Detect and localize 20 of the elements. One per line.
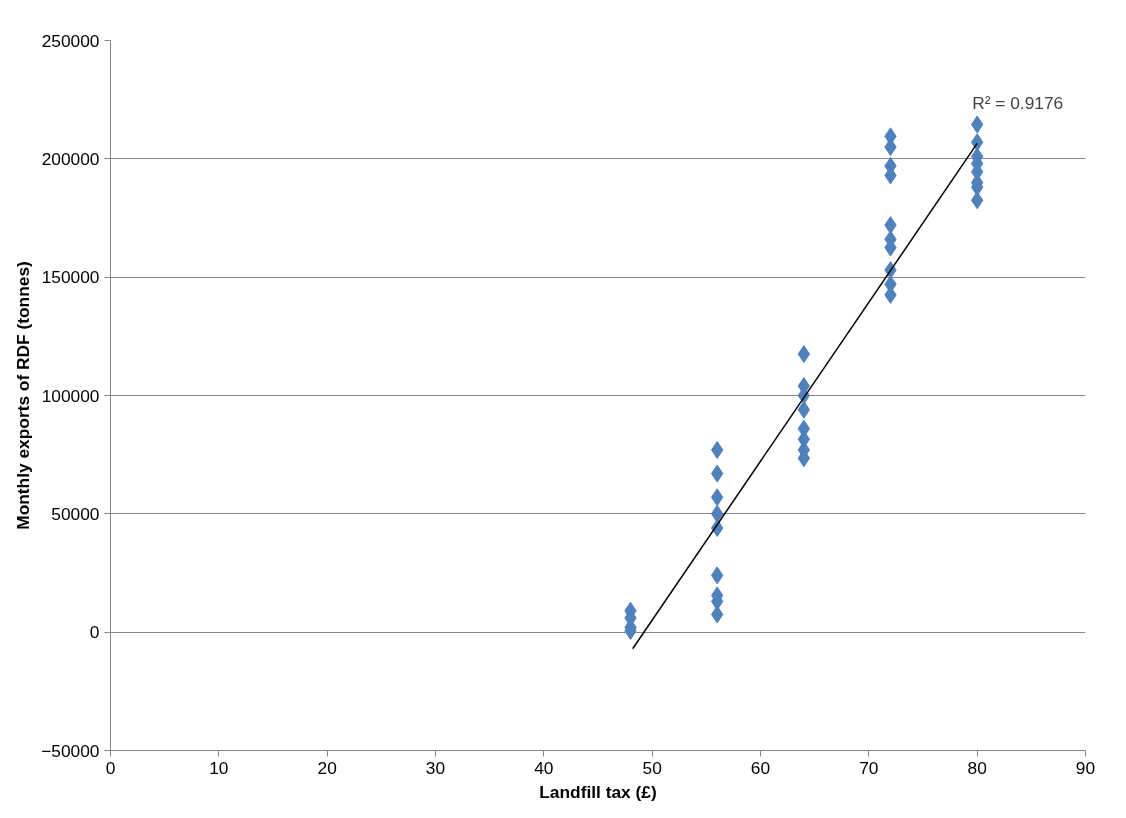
y-tick-label: 250000	[41, 30, 100, 51]
y-tick-label: −50000	[41, 740, 100, 761]
y-tick-label: 200000	[41, 148, 100, 169]
x-tick-label: 0	[105, 757, 116, 778]
y-tick-label: 0	[89, 622, 100, 643]
y-axis-title: Monthly exports of RDF (tonnes)	[13, 261, 34, 530]
y-tick-label: 50000	[51, 503, 100, 524]
x-tick-label: 20	[317, 757, 337, 778]
x-tick-label: 70	[859, 757, 879, 778]
y-tick-label: 100000	[41, 385, 100, 406]
annotation: R² = 0.9176	[972, 93, 1064, 114]
x-tick-label: 30	[425, 757, 446, 778]
x-tick-label: 90	[1075, 757, 1096, 778]
x-tick-label: 50	[642, 757, 662, 778]
x-tick-label: 40	[534, 757, 554, 778]
x-tick-label: 10	[209, 757, 229, 778]
x-tick-label: 80	[967, 757, 987, 778]
y-tick-label: 150000	[41, 267, 100, 288]
x-tick-label: 60	[750, 757, 771, 778]
x-axis-title: Landfill tax (£)	[539, 781, 657, 802]
